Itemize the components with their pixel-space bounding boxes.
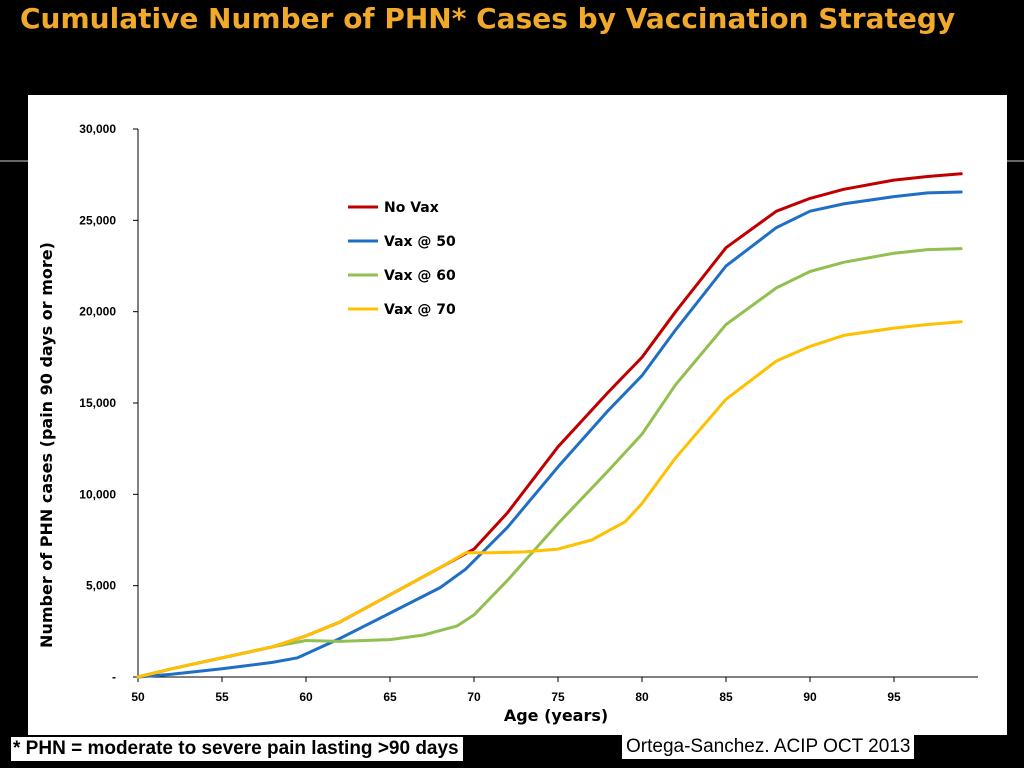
- legend-label: Vax @ 50: [384, 234, 456, 250]
- axes: - 5,000 10,000 15,000 20,000 25,000 30,000 50 55…: [79, 122, 978, 704]
- series-line-vax-70: [136, 320, 963, 679]
- x-tick-label: 80: [635, 690, 649, 704]
- y-tick-label: 25,000: [79, 213, 116, 227]
- x-tick-label: 65: [383, 690, 397, 704]
- legend-label: No Vax: [384, 200, 439, 216]
- footnote: * PHN = moderate to severe pain lasting …: [11, 737, 463, 761]
- y-tick-label: 10,000: [79, 487, 116, 501]
- series-layer: [136, 172, 963, 679]
- legend-label: Vax @ 60: [384, 268, 456, 284]
- y-tick-label: 20,000: [79, 305, 116, 319]
- line-chart: - 5,000 10,000 15,000 20,000 25,000 30,000 50 55…: [37, 122, 978, 725]
- x-tick-label: 95: [887, 690, 901, 704]
- x-tick-label: 75: [551, 690, 565, 704]
- y-tick-label: 15,000: [79, 396, 116, 410]
- series-line-vax-60: [136, 247, 963, 679]
- x-tick-label: 70: [467, 690, 481, 704]
- x-tick-label: 50: [131, 690, 145, 704]
- x-tick-label: 90: [803, 690, 817, 704]
- y-tick-label: 5,000: [86, 579, 116, 593]
- chart-panel: - 5,000 10,000 15,000 20,000 25,000 30,000 50 55…: [28, 95, 1007, 735]
- legend-label: Vax @ 70: [384, 302, 456, 318]
- series-line-no-vax: [136, 172, 963, 679]
- x-tick-label: 55: [215, 690, 229, 704]
- y-tick-label: 30,000: [79, 122, 116, 136]
- x-tick-label: 85: [719, 690, 733, 704]
- citation: Ortega-Sanchez. ACIP OCT 2013: [622, 735, 915, 759]
- series-line-vax-50: [136, 190, 963, 679]
- legend: No Vax Vax @ 50 Vax @ 60 Vax @ 70: [348, 200, 456, 318]
- y-axis-title: Number of PHN cases (pain 90 days or mor…: [37, 242, 56, 648]
- x-tick-label: 60: [299, 690, 313, 704]
- slide-title: Cumulative Number of PHN* Cases by Vacci…: [20, 2, 956, 35]
- x-axis-title: Age (years): [504, 706, 608, 725]
- y-tick-label: -: [112, 670, 116, 684]
